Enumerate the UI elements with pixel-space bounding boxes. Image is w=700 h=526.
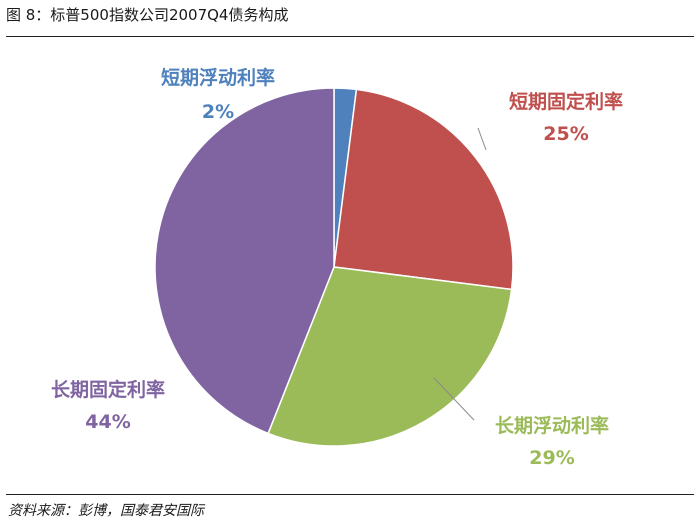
- slice-value-label: 2%: [202, 101, 234, 123]
- slice-value-label: 25%: [543, 123, 588, 145]
- slice-category-label: 长期固定利率: [51, 378, 165, 401]
- pie-slice: [154, 87, 335, 435]
- slice-value-label: 29%: [529, 447, 574, 469]
- leader-lines: [433, 127, 487, 421]
- pie-slice: [267, 266, 513, 447]
- slice-category-label: 短期固定利率: [509, 90, 623, 113]
- slice-value-label: 44%: [85, 411, 130, 433]
- slice-category-label: 短期浮动利率: [161, 66, 275, 89]
- leader-line: [433, 377, 475, 421]
- figure-title: 图 8：标普500指数公司2007Q4债务构成: [6, 6, 289, 24]
- pie-slices: [154, 87, 514, 447]
- pie-slice: [333, 88, 514, 291]
- top-rule: [6, 36, 694, 37]
- leader-line: [477, 127, 487, 151]
- slice-category-label: 长期浮动利率: [495, 414, 609, 437]
- bottom-rule: [6, 494, 694, 495]
- source-note: 资料来源：彭博，国泰君安国际: [8, 503, 204, 519]
- slice-labels: 短期浮动利率 2% 短期固定利率 25% 长期浮动利率 29% 长期固定利率 44%: [51, 66, 623, 469]
